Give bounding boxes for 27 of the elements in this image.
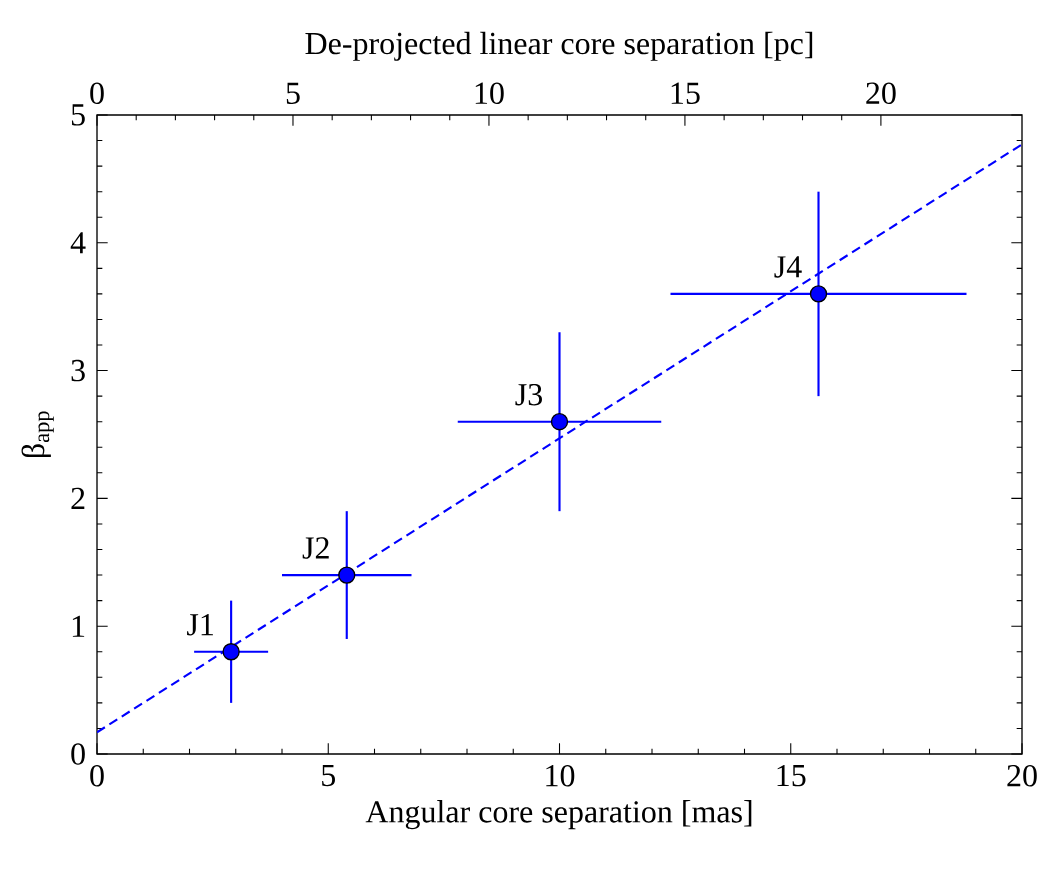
x-tick-label: 15	[777, 764, 806, 787]
x2-tick-label: 5	[286, 82, 300, 105]
y-tick-label: 3	[71, 359, 85, 382]
x2-tick-label: 10	[475, 82, 504, 105]
y-tick-label: 2	[71, 487, 85, 509]
point	[809, 285, 828, 303]
y-tick-label: 0	[71, 743, 85, 765]
x-axis-title: Angular core separation [mas]	[365, 800, 752, 830]
annotation: J3	[515, 383, 542, 406]
annotation: J2	[302, 537, 329, 559]
point	[338, 566, 356, 584]
x2-axis-title: De-projected linear core separation [pc]	[305, 31, 813, 61]
x2-tick-label: 20	[866, 82, 896, 105]
x2-tick-label: 15	[671, 82, 700, 105]
x-tick-label: 20	[1007, 764, 1037, 787]
point	[550, 413, 569, 431]
y-tick-label: 5	[71, 104, 85, 126]
annotation: J1	[187, 614, 213, 636]
x-tick-label: 0	[90, 764, 104, 787]
x-tick-label: 5	[322, 764, 335, 787]
y-axis-title: β$_{app}$	[21, 411, 54, 458]
y-tick-label: 1	[72, 615, 85, 637]
y-tick-label: 4	[70, 232, 86, 254]
x-tick-label: 10	[546, 764, 575, 787]
point	[222, 643, 240, 661]
x2-tick-label: 0	[90, 82, 104, 105]
annotation: J4	[774, 256, 802, 278]
